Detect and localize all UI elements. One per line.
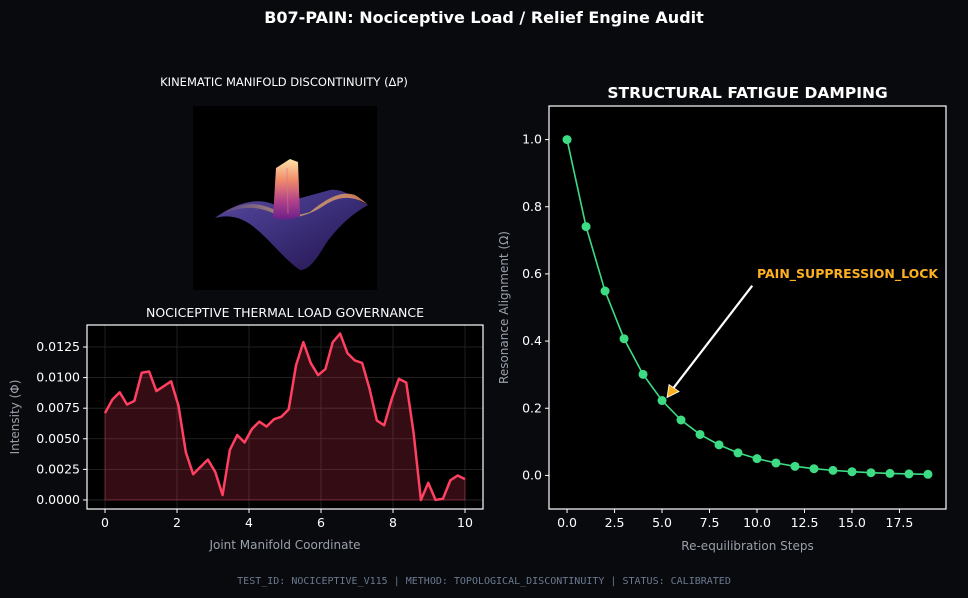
x-tick-label: 10 (457, 515, 473, 530)
x-tick-label: 2.5 (605, 515, 625, 530)
area-plot-background (87, 325, 483, 509)
x-tick-label: 17.5 (886, 515, 914, 530)
data-point (714, 440, 724, 450)
data-point (809, 464, 819, 474)
data-point (866, 468, 876, 478)
y-tick-label: 0.0000 (36, 492, 80, 507)
y-tick-label: 0.0125 (36, 339, 80, 354)
data-point (847, 467, 857, 477)
x-tick-label: 0 (101, 515, 109, 530)
x-axis-label: Re-equilibration Steps (681, 539, 813, 553)
figure-title: B07-PAIN: Nociceptive Load / Relief Engi… (264, 8, 704, 27)
x-tick-label: 12.5 (791, 515, 819, 530)
y-tick-label: 0.2 (522, 400, 542, 415)
data-point (581, 222, 591, 232)
y-tick-label: 0.0025 (36, 461, 80, 476)
y-tick-label: 0.0 (522, 467, 542, 482)
x-tick-label: 4 (245, 515, 253, 530)
annotation-arrow-shaft (672, 284, 754, 390)
x-tick-label: 10.0 (743, 515, 771, 530)
data-point (752, 454, 762, 464)
y-axis-label: Resonance Alignment (Ω) (497, 231, 511, 384)
annotation-label: PAIN_SUPPRESSION_LOCK (757, 266, 939, 282)
footer-status: TEST_ID: NOCICEPTIVE_V115 | METHOD: TOPO… (237, 576, 731, 587)
data-point (638, 369, 648, 379)
y-tick-label: 0.8 (522, 199, 542, 214)
y-axis-label: Intensity (Φ) (8, 380, 22, 455)
annotation-arrow-head (666, 383, 680, 399)
data-point (885, 468, 895, 478)
x-tick-label: 7.5 (700, 515, 720, 530)
line-axes-frame (548, 105, 947, 510)
data-point (923, 469, 933, 479)
x-tick-label: 8 (389, 515, 397, 530)
x-tick-label: 0.0 (557, 515, 577, 530)
data-point (562, 135, 572, 145)
y-tick-label: 0.4 (522, 333, 542, 348)
data-point (733, 448, 743, 458)
x-tick-label: 15.0 (838, 515, 866, 530)
y-tick-label: 0.6 (522, 266, 542, 281)
data-point (771, 458, 781, 468)
data-point (695, 429, 705, 439)
y-tick-label: 1.0 (522, 132, 542, 147)
y-tick-label: 0.0075 (36, 400, 80, 415)
line-chart-title: STRUCTURAL FATIGUE DAMPING (607, 84, 887, 102)
data-point (619, 334, 629, 344)
surface-plot (215, 159, 368, 270)
data-point (600, 286, 610, 296)
x-axis-label: Joint Manifold Coordinate (208, 538, 360, 552)
y-tick-label: 0.0050 (36, 431, 80, 446)
x-tick-label: 6 (317, 515, 325, 530)
area-axes-frame (86, 324, 484, 510)
data-point (676, 415, 686, 425)
x-tick-label: 5.0 (652, 515, 672, 530)
series-line (103, 332, 466, 502)
y-tick-label: 0.0100 (36, 370, 80, 385)
data-point (657, 396, 667, 406)
x-tick-label: 2 (173, 515, 181, 530)
data-point (828, 465, 838, 475)
surface-title: KINEMATIC MANIFOLD DISCONTINUITY (ΔP) (160, 75, 408, 89)
data-point (790, 461, 800, 471)
area-chart-title: NOCICEPTIVE THERMAL LOAD GOVERNANCE (146, 305, 424, 320)
data-point (904, 469, 914, 479)
